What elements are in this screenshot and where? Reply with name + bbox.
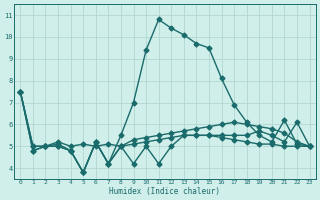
X-axis label: Humidex (Indice chaleur): Humidex (Indice chaleur) <box>109 187 220 196</box>
